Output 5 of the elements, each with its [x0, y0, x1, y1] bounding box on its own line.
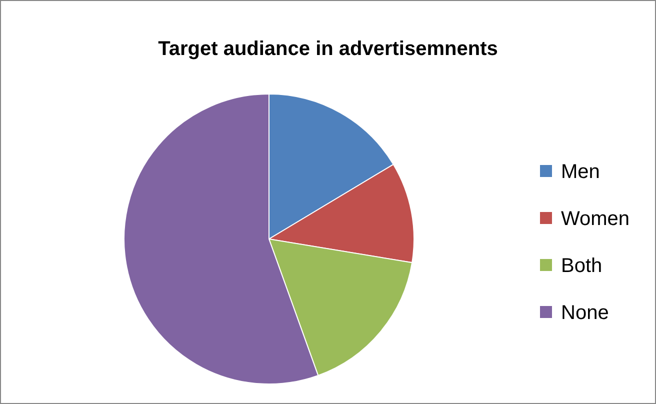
legend-label: Men — [561, 161, 600, 183]
legend-label: Both — [561, 255, 602, 277]
legend-label: Women — [561, 208, 630, 230]
legend-label: None — [561, 302, 609, 324]
chart-title: Target audiance in advertisemnents — [158, 38, 498, 60]
